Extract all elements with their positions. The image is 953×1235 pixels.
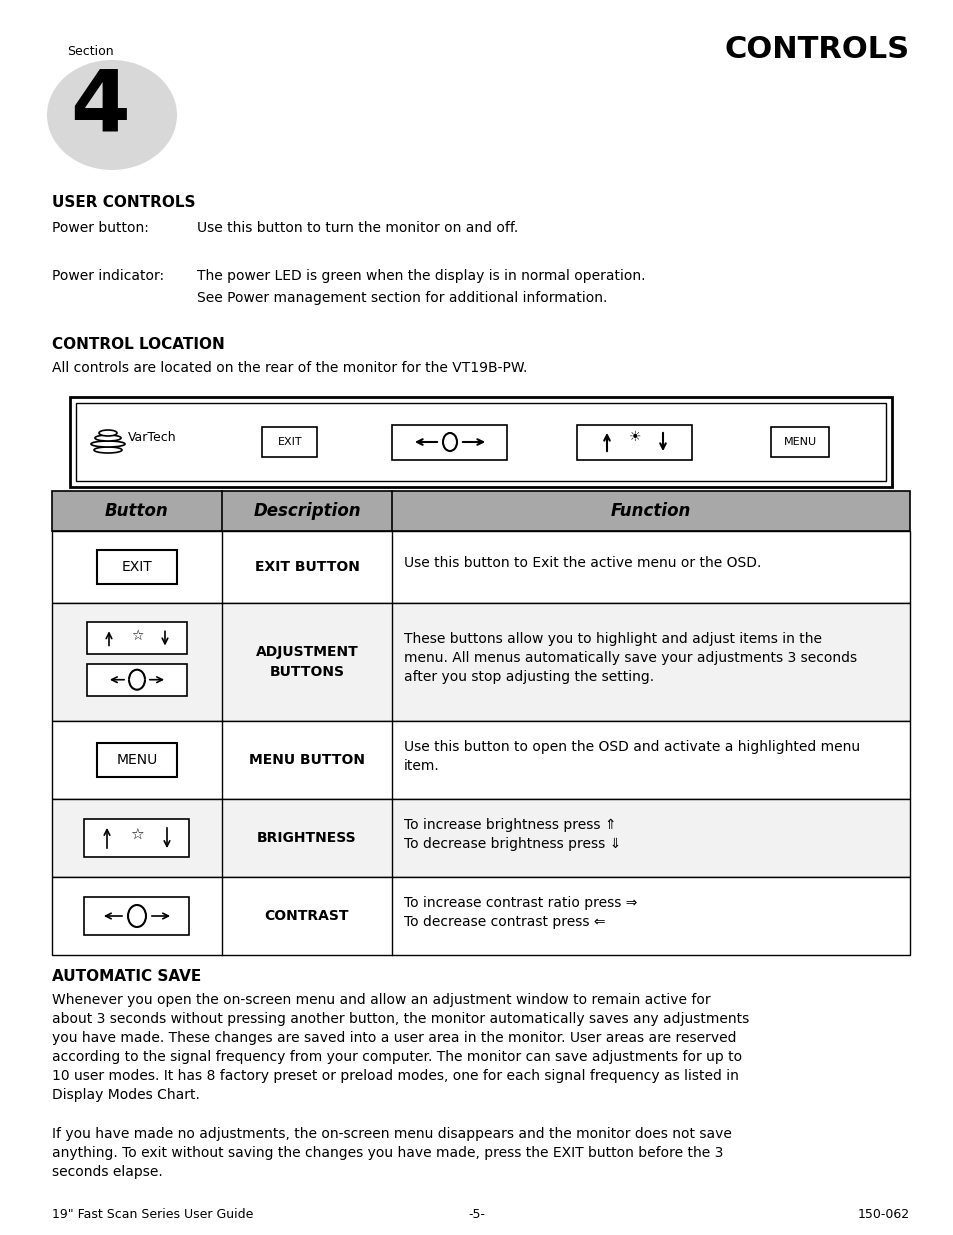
- Bar: [52, 603, 909, 721]
- Text: EXIT: EXIT: [121, 559, 152, 574]
- Bar: [577, 425, 692, 459]
- Text: To decrease brightness press ⇓: To decrease brightness press ⇓: [403, 836, 620, 851]
- Text: 19" Fast Scan Series User Guide: 19" Fast Scan Series User Guide: [52, 1209, 253, 1221]
- Text: To increase contrast ratio press ⇒: To increase contrast ratio press ⇒: [403, 895, 637, 910]
- Text: VarTech: VarTech: [128, 431, 176, 443]
- Text: Whenever you open the on-screen menu and allow an adjustment window to remain ac: Whenever you open the on-screen menu and…: [52, 993, 710, 1007]
- Text: about 3 seconds without pressing another button, the monitor automatically saves: about 3 seconds without pressing another…: [52, 1011, 748, 1026]
- Bar: [85, 819, 190, 857]
- Text: Display Modes Chart.: Display Modes Chart.: [52, 1088, 200, 1102]
- Text: Use this button to open the OSD and activate a highlighted menu: Use this button to open the OSD and acti…: [403, 740, 860, 753]
- Text: Button: Button: [105, 501, 169, 520]
- Text: MENU BUTTON: MENU BUTTON: [249, 753, 365, 767]
- Bar: [52, 799, 909, 877]
- Text: ☆: ☆: [130, 827, 144, 842]
- Bar: [52, 721, 909, 799]
- Ellipse shape: [47, 61, 177, 170]
- Bar: [85, 897, 190, 935]
- Text: Function: Function: [610, 501, 691, 520]
- Text: See Power management section for additional information.: See Power management section for additio…: [196, 291, 607, 305]
- Text: USER CONTROLS: USER CONTROLS: [52, 195, 195, 210]
- Text: -5-: -5-: [468, 1209, 485, 1221]
- Text: AUTOMATIC SAVE: AUTOMATIC SAVE: [52, 969, 201, 984]
- Text: menu. All menus automatically save your adjustments 3 seconds: menu. All menus automatically save your …: [403, 651, 856, 666]
- Ellipse shape: [91, 441, 125, 447]
- Text: 4: 4: [70, 65, 130, 148]
- Bar: [52, 492, 909, 531]
- Bar: [52, 531, 909, 603]
- Text: Power button:: Power button:: [52, 221, 149, 235]
- Text: ADJUSTMENT: ADJUSTMENT: [255, 645, 358, 659]
- Text: Use this button to Exit the active menu or the OSD.: Use this button to Exit the active menu …: [403, 556, 760, 571]
- Text: Description: Description: [253, 501, 360, 520]
- Text: after you stop adjusting the setting.: after you stop adjusting the setting.: [403, 671, 654, 684]
- Text: ☆: ☆: [131, 630, 143, 643]
- Ellipse shape: [94, 447, 122, 453]
- Bar: [770, 427, 828, 457]
- Text: Power indicator:: Power indicator:: [52, 269, 164, 283]
- Text: These buttons allow you to highlight and adjust items in the: These buttons allow you to highlight and…: [403, 632, 821, 646]
- Text: EXIT: EXIT: [277, 437, 302, 447]
- Text: To decrease contrast press ⇐: To decrease contrast press ⇐: [403, 915, 605, 929]
- Text: anything. To exit without saving the changes you have made, press the EXIT butto: anything. To exit without saving the cha…: [52, 1146, 722, 1160]
- Text: MENU: MENU: [116, 753, 157, 767]
- Bar: [262, 427, 317, 457]
- Text: CONTRAST: CONTRAST: [265, 909, 349, 923]
- Text: If you have made no adjustments, the on-screen menu disappears and the monitor d: If you have made no adjustments, the on-…: [52, 1128, 731, 1141]
- Bar: [87, 622, 187, 655]
- Bar: [87, 663, 187, 695]
- Text: BUTTONS: BUTTONS: [269, 664, 344, 679]
- Bar: [392, 425, 507, 459]
- Bar: [97, 550, 177, 584]
- Text: according to the signal frequency from your computer. The monitor can save adjus: according to the signal frequency from y…: [52, 1050, 741, 1065]
- Text: 10 user modes. It has 8 factory preset or preload modes, one for each signal fre: 10 user modes. It has 8 factory preset o…: [52, 1070, 739, 1083]
- Text: seconds elapse.: seconds elapse.: [52, 1165, 163, 1179]
- Ellipse shape: [99, 430, 117, 436]
- Text: All controls are located on the rear of the monitor for the VT19B-PW.: All controls are located on the rear of …: [52, 361, 527, 375]
- Bar: [52, 877, 909, 955]
- Ellipse shape: [95, 435, 121, 441]
- Bar: [76, 403, 885, 480]
- Text: CONTROLS: CONTROLS: [724, 35, 909, 64]
- Text: The power LED is green when the display is in normal operation.: The power LED is green when the display …: [196, 269, 645, 283]
- Text: CONTROL LOCATION: CONTROL LOCATION: [52, 337, 225, 352]
- Text: To increase brightness press ⇑: To increase brightness press ⇑: [403, 818, 616, 831]
- Bar: [97, 743, 177, 777]
- Text: BRIGHTNESS: BRIGHTNESS: [257, 831, 356, 845]
- Text: Use this button to turn the monitor on and off.: Use this button to turn the monitor on a…: [196, 221, 517, 235]
- Text: 150-062: 150-062: [857, 1209, 909, 1221]
- Text: MENU: MENU: [782, 437, 816, 447]
- Text: EXIT BUTTON: EXIT BUTTON: [254, 559, 359, 574]
- Text: ☀: ☀: [628, 430, 640, 445]
- Bar: [70, 396, 891, 487]
- Text: you have made. These changes are saved into a user area in the monitor. User are: you have made. These changes are saved i…: [52, 1031, 736, 1045]
- Text: item.: item.: [403, 758, 439, 773]
- Text: Section: Section: [67, 44, 113, 58]
